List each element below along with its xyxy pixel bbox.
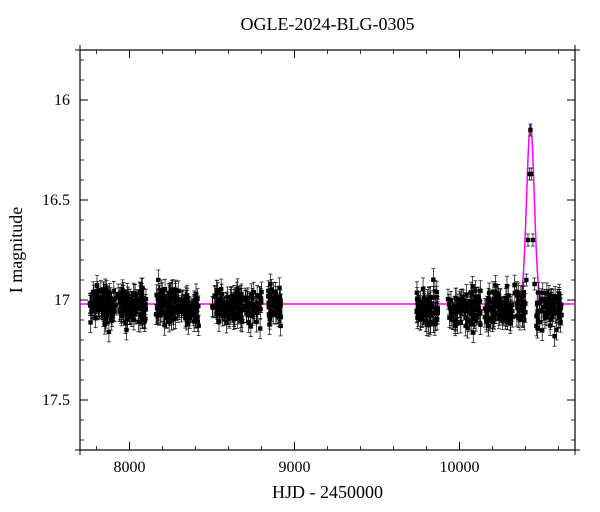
svg-text:16: 16 bbox=[54, 92, 70, 109]
svg-text:16.5: 16.5 bbox=[42, 192, 70, 209]
svg-text:17: 17 bbox=[54, 292, 70, 309]
svg-text:10000: 10000 bbox=[440, 459, 480, 476]
svg-text:17.5: 17.5 bbox=[42, 392, 70, 409]
svg-text:OGLE-2024-BLG-0305: OGLE-2024-BLG-0305 bbox=[241, 14, 415, 34]
svg-text:9000: 9000 bbox=[279, 459, 311, 476]
lightcurve-chart: 8000 9000 10000 16 16.5 17 17.5 OGLE-2024-BLG-0… bbox=[0, 0, 600, 512]
svg-text:8000: 8000 bbox=[114, 459, 146, 476]
svg-text:HJD - 2450000: HJD - 2450000 bbox=[272, 482, 383, 502]
svg-text:I magnitude: I magnitude bbox=[6, 207, 26, 293]
chart-svg: 8000 9000 10000 16 16.5 17 17.5 OGLE-2024-BLG-0… bbox=[0, 0, 600, 512]
